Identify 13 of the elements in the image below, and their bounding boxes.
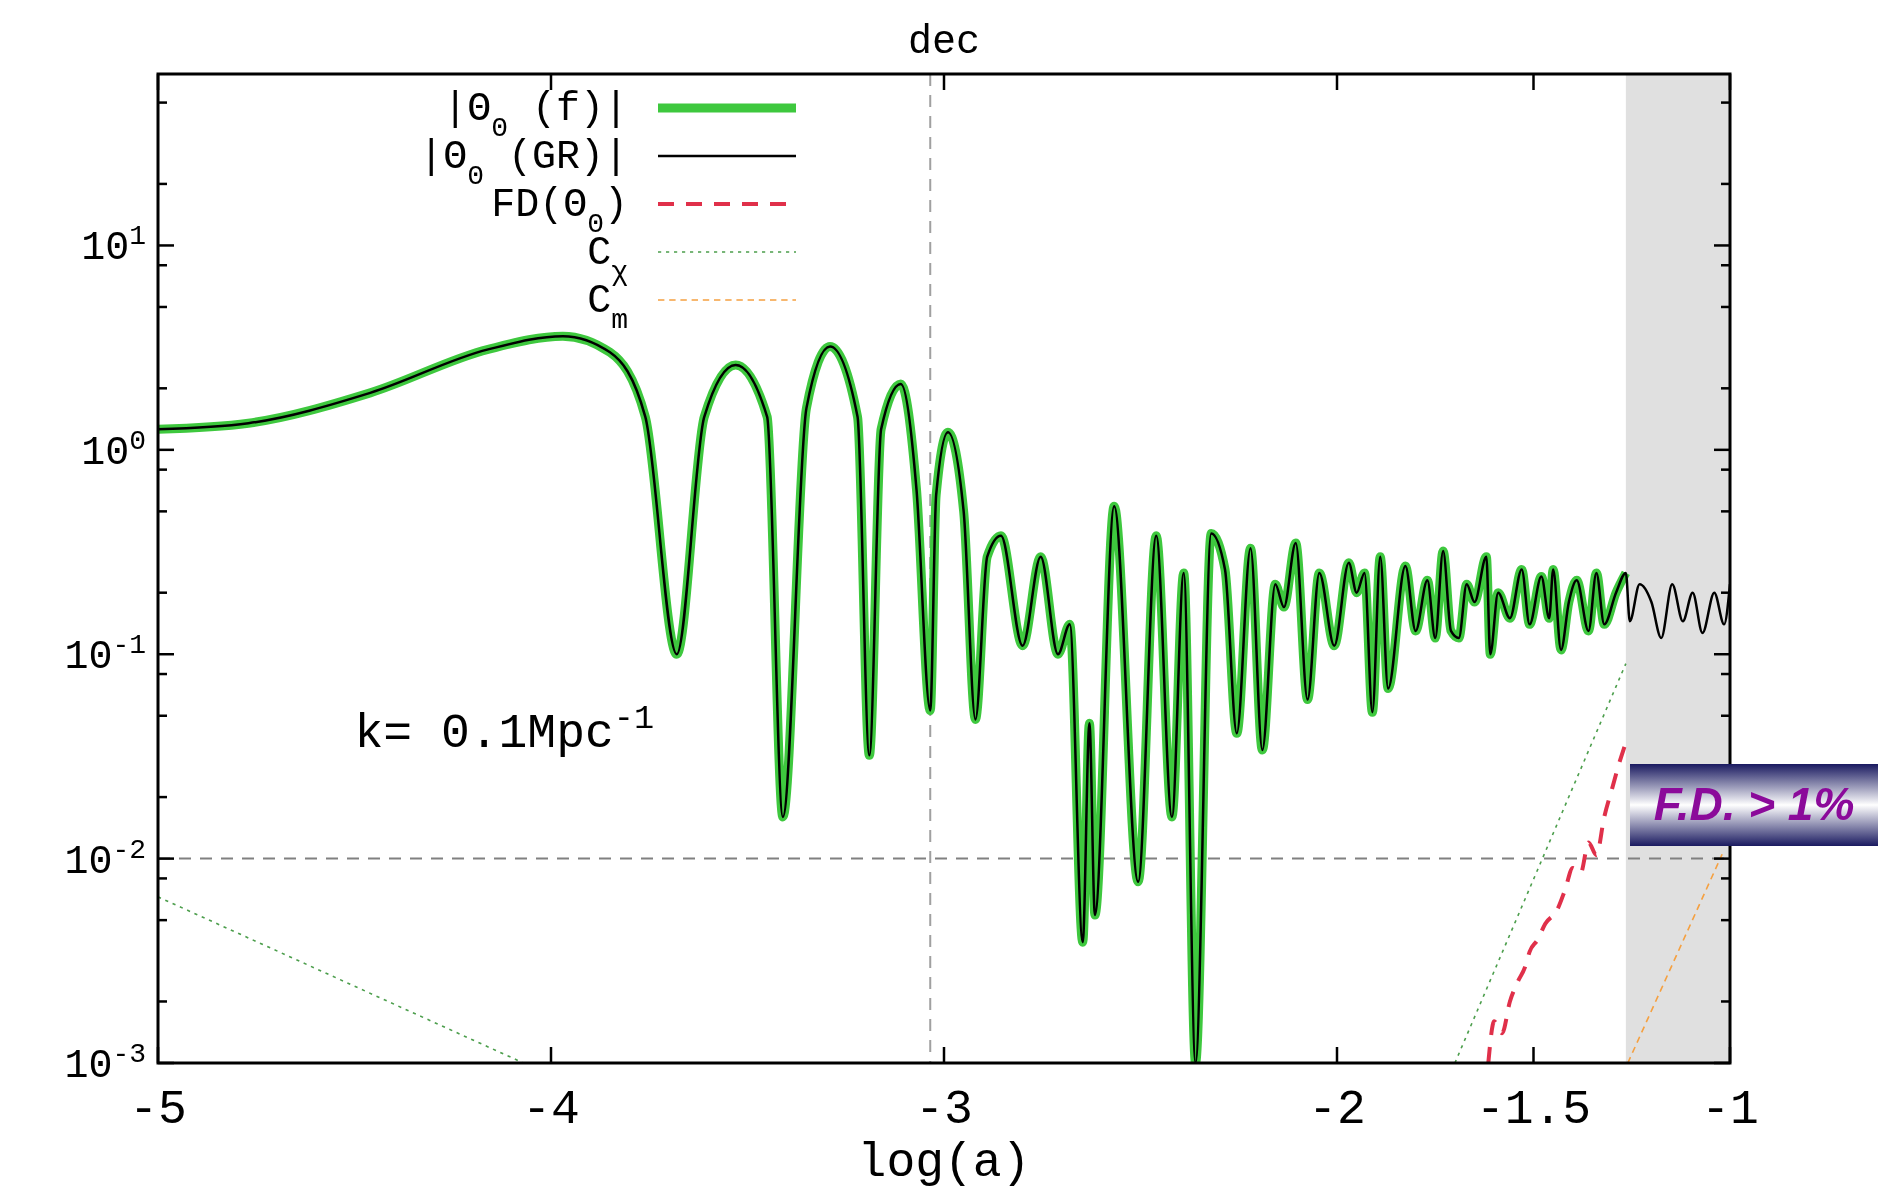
x-tick-label: -2: [1308, 1083, 1366, 1137]
x-tick-label: -4: [522, 1083, 580, 1137]
y-tick-label: 10$^{0}$: [81, 425, 146, 476]
y-tick-label: 10$^{1}$: [81, 220, 146, 272]
y-tick-label: 10$^{-2}$: [64, 834, 146, 885]
x-tick-label: -3: [915, 1083, 973, 1137]
annotation: k= 0.1Mpc$^{-1}$: [354, 700, 655, 762]
x-axis-title: log(a): [857, 1136, 1031, 1190]
y-tick-label: 10$^{-1}$: [64, 629, 146, 681]
x-tick-label: -1.5: [1475, 1083, 1592, 1137]
x-tick-label: -1: [1701, 1083, 1759, 1137]
chart-title: dec: [907, 20, 981, 65]
annotation: F.D. > 1%: [1653, 778, 1855, 830]
